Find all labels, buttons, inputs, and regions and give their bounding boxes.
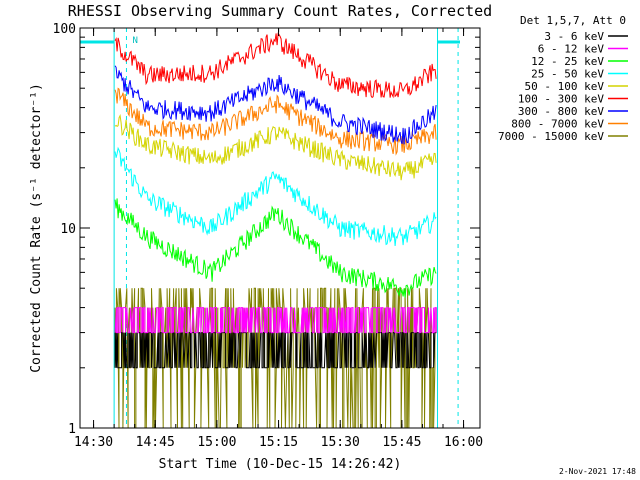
x-axis-label: Start Time (10-Dec-15 14:26:42): [159, 457, 402, 472]
x-tick-label: 15:15: [259, 435, 298, 450]
x-axis: 14:30 14:45 15:00 15:15 15:30 15:45 16:00: [74, 28, 483, 450]
chart-title: RHESSI Observing Summary Count Rates, Co…: [68, 2, 492, 20]
plot-series: [114, 32, 437, 429]
plot-markers: N: [80, 28, 460, 428]
legend-label: 25 - 50 keV: [531, 68, 604, 81]
footer-date: 2-Nov-2021 17:48: [559, 467, 636, 476]
series-line: [114, 332, 437, 369]
legend-label: 7000 - 15000 keV: [498, 130, 604, 143]
y-tick-label: 100: [53, 22, 76, 37]
series-line: [114, 198, 437, 298]
legend-header: Det 1,5,7, Att 0: [520, 14, 626, 27]
series-line: [114, 65, 437, 145]
legend-label: 50 - 100 keV: [525, 80, 605, 93]
x-tick-label: 16:00: [444, 435, 483, 450]
x-tick-label: 14:45: [136, 435, 175, 450]
series-line: [114, 32, 437, 99]
legend-label: 3 - 6 keV: [544, 30, 604, 43]
x-tick-label: 15:00: [197, 435, 236, 450]
y-axis-label: Corrected Count Rate (s⁻¹ detector⁻¹): [29, 83, 44, 373]
legend-label: 100 - 300 keV: [518, 93, 604, 106]
x-tick-label: 14:30: [74, 435, 113, 450]
series-line: [114, 307, 437, 334]
legend-label: 300 - 800 keV: [518, 105, 604, 118]
y-axis: 1 10 100: [53, 22, 480, 437]
x-tick-label: 15:30: [321, 435, 360, 450]
series-line: [114, 114, 437, 181]
y-tick-label: 1: [68, 422, 76, 437]
legend-label: 6 - 12 keV: [538, 43, 605, 56]
series-line: [114, 146, 437, 247]
legend-label: 800 - 7000 keV: [511, 118, 604, 131]
y-tick-label: 10: [60, 222, 76, 237]
night-flag: N: [132, 36, 137, 46]
legend-label: 12 - 25 keV: [531, 55, 604, 68]
x-tick-label: 15:45: [382, 435, 421, 450]
